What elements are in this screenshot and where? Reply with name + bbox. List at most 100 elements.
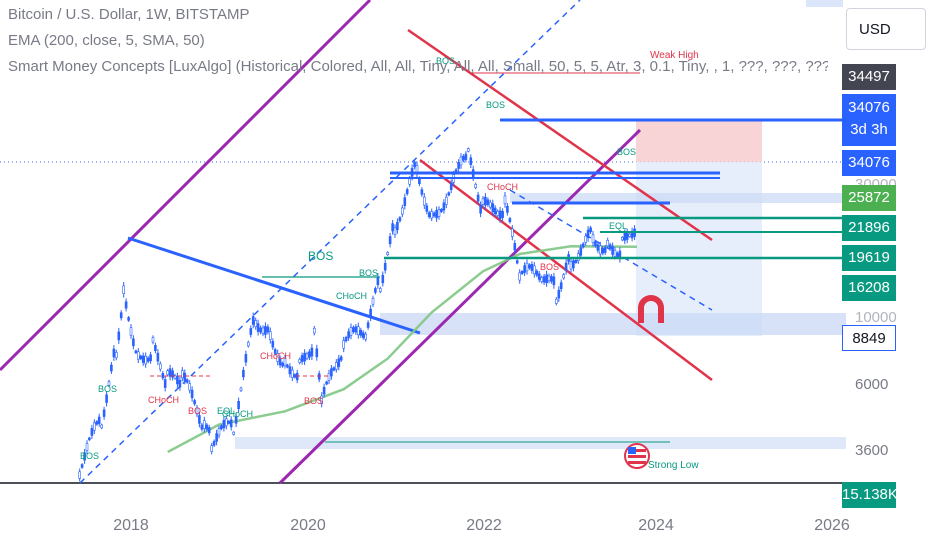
candle-body: [344, 337, 348, 342]
candle-body: [484, 196, 487, 206]
candle-body: [396, 221, 399, 231]
candle-body: [156, 352, 160, 362]
candle-body: [596, 244, 600, 251]
candle-body: [435, 210, 438, 219]
choch-label-2018: CHoCH: [148, 395, 179, 405]
candle-body: [308, 351, 311, 358]
candle-body: [254, 320, 257, 328]
price-tag-19619: 19619: [842, 245, 896, 271]
candle-body: [496, 211, 500, 216]
candle-body: [625, 232, 629, 240]
candle-body: [200, 424, 204, 430]
candle-body: [598, 245, 602, 255]
candle-body: [237, 400, 240, 409]
candle-body: [525, 262, 529, 272]
candle-body: [449, 182, 453, 190]
candle-body: [137, 351, 140, 360]
candle-body: [440, 209, 443, 213]
candle-body: [256, 323, 260, 332]
candle-body: [278, 358, 282, 366]
candle-body: [405, 189, 409, 194]
candle-body: [181, 370, 184, 379]
candle-body: [266, 326, 270, 333]
eql-label: EQL: [609, 221, 627, 231]
candle-body: [457, 162, 460, 169]
projection-zone: [636, 162, 762, 336]
candle-body: [95, 421, 99, 425]
candle-body: [479, 205, 482, 214]
candle-body: [562, 274, 566, 279]
candle-body: [506, 205, 509, 213]
candle-body: [242, 369, 245, 378]
candle-body: [203, 420, 206, 429]
candle-body: [398, 217, 402, 222]
candle-body: [127, 317, 130, 321]
candle-body: [288, 366, 292, 375]
candle-body: [400, 207, 404, 215]
candle-body: [183, 372, 187, 381]
candle-body: [146, 357, 150, 362]
candle-body: [332, 367, 336, 371]
price-tick-10000: 10000: [855, 309, 897, 326]
candle-body: [352, 327, 355, 332]
candle-body: [185, 379, 189, 383]
candle-body: [474, 184, 478, 188]
candle-body: [305, 353, 309, 359]
candle-body: [217, 428, 221, 436]
candle-body: [579, 247, 583, 256]
year-tick-2026: 2026: [814, 517, 850, 534]
candle-body: [295, 372, 299, 381]
magnet-icon: [638, 295, 664, 323]
price-tag-volume: 15.138K: [842, 482, 898, 508]
bos-label-2017: BOS: [80, 451, 99, 461]
ema-legend: EMA (200, close, 5, SMA, 50): [8, 32, 205, 49]
price-tick-3600: 3600: [855, 442, 889, 459]
candle-body: [227, 420, 231, 424]
candle-body: [330, 368, 333, 377]
candle-body: [388, 236, 392, 244]
candle-body: [166, 370, 169, 375]
candle-body: [427, 212, 431, 218]
candle-body: [281, 362, 284, 367]
candle-body: [232, 431, 235, 435]
flag-stripe-3: [628, 461, 646, 464]
candle-body: [259, 327, 262, 333]
zones-layer: [235, 120, 846, 449]
candle-body: [366, 322, 370, 328]
candle-body: [83, 452, 86, 461]
candle-body: [591, 234, 595, 243]
currency-selector[interactable]: USD: [846, 8, 926, 50]
candle-body: [132, 338, 135, 347]
candle-body: [481, 198, 485, 205]
price-tag-34497: 34497: [842, 64, 896, 90]
ema-zone: [510, 193, 846, 203]
candle-body: [616, 252, 619, 257]
candle-body: [78, 471, 81, 479]
candle-body: [325, 381, 328, 385]
bos-label-2020: BOS: [359, 268, 378, 278]
candle-body: [378, 288, 382, 292]
candle-body: [234, 415, 238, 424]
candle-body: [303, 352, 306, 362]
ema-line: [167, 245, 638, 454]
candle-body: [339, 356, 343, 361]
candle-body: [545, 274, 548, 284]
candle-body: [581, 243, 585, 248]
candle-body: [178, 379, 182, 388]
candle-body: [115, 351, 118, 358]
bos-label-2021-top: BOS: [436, 56, 455, 66]
candle-body: [229, 419, 233, 428]
choch-label-2019-green: CHoCH: [222, 409, 253, 419]
candle-body: [520, 270, 524, 274]
candle-body: [459, 156, 463, 166]
candle-body: [273, 349, 277, 354]
candle-body: [356, 326, 360, 336]
candle-body: [466, 148, 470, 152]
candle-body: [110, 364, 113, 372]
candle-body: [168, 368, 172, 377]
candle-body: [151, 337, 155, 343]
candle-body: [572, 260, 575, 269]
candle-body: [613, 249, 617, 257]
candle-body: [105, 394, 108, 403]
